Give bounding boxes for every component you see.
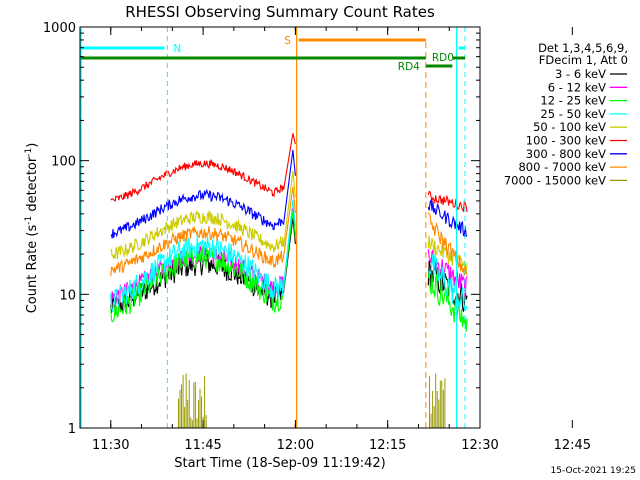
series-line-after-7 — [427, 212, 468, 276]
timestamp: 15-Oct-2021 19:25 — [551, 466, 636, 476]
legend-label-4: 50 - 100 keV — [533, 120, 606, 134]
series-line-0 — [110, 217, 296, 315]
series-line-4 — [110, 171, 296, 259]
series-line-after-3 — [427, 253, 468, 311]
chart-title: RHESSI Observing Summary Count Rates — [125, 3, 435, 21]
data-layer — [110, 133, 468, 428]
y-axis-label: Count Rate (s-1 detector-1) — [24, 143, 40, 314]
series-line-3 — [110, 200, 296, 312]
legend-label-7: 800 - 7000 keV — [518, 160, 606, 174]
x-tick-label-4: 12:30 — [461, 438, 498, 453]
x-axis: 11:30 11:45 12:00 12:15 12:30 12:45 — [79, 27, 591, 453]
legend-label-2: 12 - 25 keV — [540, 94, 606, 108]
x-tick-label-3: 12:15 — [369, 438, 406, 453]
saa-label: S — [284, 35, 291, 47]
series-line-after-6 — [427, 198, 468, 238]
plot-frame — [79, 26, 481, 429]
legend-header-1: Det 1,3,4,5,6,9, — [538, 41, 628, 55]
series-line-7 — [110, 186, 296, 277]
y-tick-label-1: 10 — [59, 288, 76, 303]
x-tick-label-5: 12:45 — [554, 438, 591, 453]
legend-label-0: 3 - 6 keV — [555, 67, 606, 81]
legend-label-5: 100 - 300 keV — [526, 134, 606, 148]
series-line-after-0 — [427, 260, 468, 312]
rd0-label: RD0 — [432, 52, 454, 64]
annotation-layer: N S RD4 RD0 — [80, 27, 466, 428]
y-label-main: Count Rate (s — [25, 225, 40, 314]
legend-label-1: 6 - 12 keV — [548, 80, 606, 94]
y-tick-label-3: 1000 — [43, 21, 76, 36]
y-label-sup2: -1 — [24, 148, 34, 157]
y-label-end: ) — [25, 143, 40, 148]
legend-label-6: 300 - 800 keV — [526, 147, 606, 161]
series-line-6 — [110, 150, 296, 239]
night-label-1: N — [173, 43, 181, 55]
x-tick-label-0: 11:30 — [92, 438, 129, 453]
y-tick-label-0: 1 — [68, 422, 76, 437]
legend-label-8: 7000 - 15000 keV — [504, 173, 606, 187]
y-label-mid: detector — [25, 156, 40, 216]
x-axis-label: Start Time (18-Sep-09 11:19:42) — [174, 456, 385, 471]
y-axis: 1 10 100 1000 — [43, 21, 480, 437]
y-tick-label-2: 100 — [51, 155, 76, 170]
legend-label-3: 25 - 50 keV — [540, 107, 606, 121]
y-label-sup1: -1 — [24, 216, 34, 225]
x-tick-label-2: 12:00 — [277, 438, 314, 453]
legend: Det 1,3,4,5,6,9, FDecim 1, Att 0 3 - 6 k… — [504, 41, 628, 187]
rd4-label: RD4 — [398, 61, 420, 73]
series-line-5 — [110, 133, 296, 203]
x-tick-label-1: 11:45 — [184, 438, 221, 453]
series-line-after-5 — [427, 190, 468, 213]
legend-header-2: FDecim 1, Att 0 — [539, 53, 628, 67]
